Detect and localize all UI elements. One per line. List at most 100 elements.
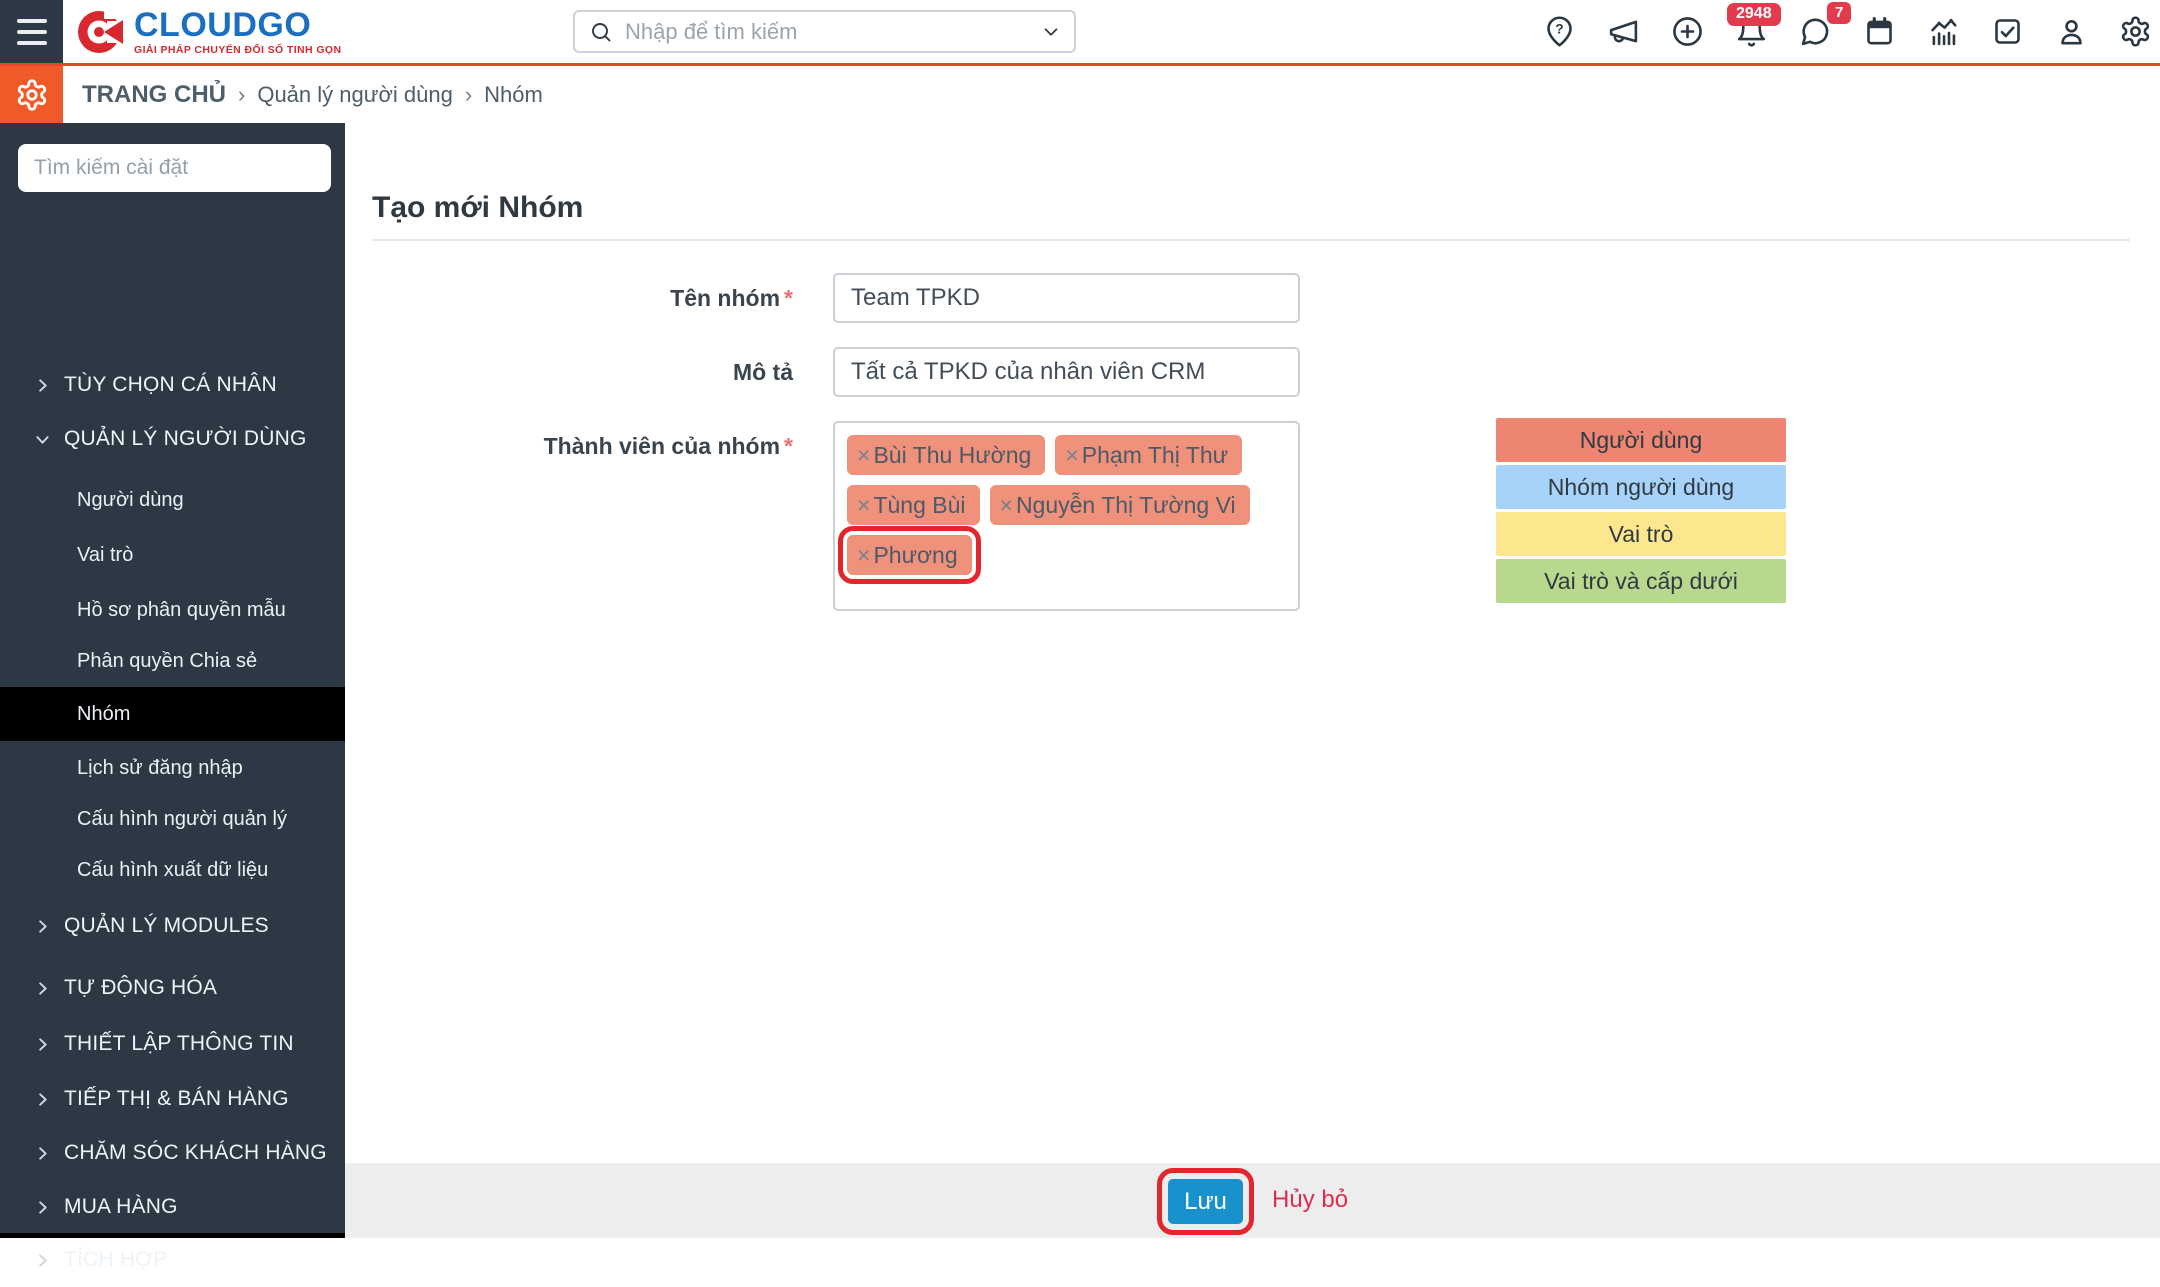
breadcrumb-bar: TRANG CHỦ › Quản lý người dùng › Nhóm (0, 66, 2160, 123)
description-label: Mô tả (732, 359, 793, 385)
breadcrumb-separator: › (238, 81, 246, 107)
required-asterisk: * (784, 433, 793, 459)
breadcrumb-current: Nhóm (484, 81, 543, 107)
member-tag[interactable]: × Bùi Thu Hường (847, 435, 1046, 475)
member-tag-label: Phạm Thị Thư (1081, 441, 1229, 468)
chevron-right-icon (39, 919, 47, 933)
sidebar-section-modules[interactable]: QUẢN LÝ MODULES (0, 899, 345, 953)
remove-tag-icon[interactable]: × (857, 491, 871, 518)
reports-chart-icon[interactable] (1927, 15, 1960, 48)
logo-tagline: GIẢI PHÁP CHUYỂN ĐỔI SỐ TINH GỌN (134, 44, 342, 56)
breadcrumb: TRANG CHỦ › Quản lý người dùng › Nhóm (82, 66, 543, 123)
search-icon (592, 22, 611, 41)
member-type-legend: Người dùng Nhóm người dùng Vai trò Vai t… (1496, 418, 1786, 606)
sidebar-section-label: THIẾT LẬP THÔNG TIN (64, 1032, 294, 1055)
global-search-input[interactable] (625, 18, 1040, 45)
member-tag[interactable]: × Nguyễn Thị Tường Vi (989, 485, 1250, 525)
profile-user-icon[interactable] (2055, 15, 2088, 48)
sidebar-section-label: QUẢN LÝ NGƯỜI DÙNG (64, 427, 307, 450)
messages-chat-icon[interactable] (1799, 15, 1832, 48)
add-circle-icon[interactable] (1671, 15, 1704, 48)
sidebar-item-roles[interactable]: Vai trò (77, 543, 134, 566)
svg-text:?: ? (1555, 22, 1563, 37)
chevron-right-icon (39, 1253, 47, 1267)
description-input[interactable] (833, 347, 1300, 397)
legend-roles-subordinates[interactable]: Vai trò và cấp dưới (1496, 559, 1786, 603)
sidebar-section-label: TÙY CHỌN CÁ NHÂN (64, 373, 277, 396)
calendar-icon[interactable] (1863, 15, 1896, 48)
sidebar-item-manager-config[interactable]: Cấu hình người quản lý (77, 807, 287, 830)
sidebar-item-export-config[interactable]: Cấu hình xuất dữ liệu (77, 858, 269, 881)
chevron-right-icon (39, 1200, 47, 1214)
group-members-multiselect[interactable]: × Bùi Thu Hường × Phạm Thị Thư × Tùng Bù… (833, 421, 1300, 611)
member-tag-label: Nguyễn Thị Tường Vi (1015, 491, 1236, 518)
member-tag[interactable]: × Tùng Bùi (847, 485, 980, 525)
sidebar-item-users[interactable]: Người dùng (77, 488, 184, 511)
megaphone-icon[interactable] (1607, 15, 1640, 48)
top-bar: CLOUDGO GIẢI PHÁP CHUYỂN ĐỔI SỐ TINH GỌN… (0, 0, 2160, 63)
member-tag-highlighted[interactable]: × Phương (838, 526, 981, 584)
legend-roles[interactable]: Vai trò (1496, 512, 1786, 556)
sidebar-section-label: TỰ ĐỘNG HÓA (64, 976, 218, 999)
sidebar-section-label: MUA HÀNG (64, 1195, 178, 1218)
sidebar-search-input[interactable] (18, 144, 331, 192)
required-asterisk: * (784, 285, 793, 311)
sidebar-section-label: TÍCH HỢP (64, 1248, 168, 1271)
sidebar-section-personal-options[interactable]: TÙY CHỌN CÁ NHÂN (0, 358, 345, 412)
breadcrumb-user-management[interactable]: Quản lý người dùng (257, 81, 453, 107)
settings-sidebar: TÙY CHỌN CÁ NHÂN QUẢN LÝ NGƯỜI DÙNG Ngườ… (0, 123, 345, 1271)
chevron-right-icon (39, 1037, 47, 1051)
sidebar-section-automation[interactable]: TỰ ĐỘNG HÓA (0, 961, 345, 1015)
cancel-link[interactable]: Hủy bỏ (1272, 1186, 1349, 1213)
group-name-label: Tên nhóm * (670, 285, 793, 311)
topbar-accent-line (0, 63, 2160, 66)
group-members-label: Thành viên của nhóm * (543, 433, 793, 459)
hamburger-menu-icon[interactable] (0, 0, 63, 63)
breadcrumb-separator: › (464, 81, 473, 107)
chevron-right-icon (39, 378, 47, 392)
sidebar-section-label: QUẢN LÝ MODULES (64, 914, 269, 937)
sidebar-section-customer-care[interactable]: CHĂM SÓC KHÁCH HÀNG (0, 1126, 345, 1180)
page-title: Tạo mới Nhóm (372, 191, 584, 224)
chevron-down-icon[interactable] (1040, 21, 1062, 43)
sidebar-item-sharing-rules[interactable]: Phân quyền Chia sẻ (77, 649, 258, 672)
logo-name: CLOUDGO (134, 6, 312, 44)
messages-badge: 7 (1827, 2, 1852, 24)
member-tag[interactable]: × Phạm Thị Thư (1055, 435, 1243, 475)
chevron-right-icon (39, 1092, 47, 1106)
sidebar-section-info-setup[interactable]: THIẾT LẬP THÔNG TIN (0, 1017, 345, 1071)
sidebar-bottom-strip (0, 1233, 345, 1238)
remove-tag-icon[interactable]: × (857, 541, 871, 568)
cloudgo-logo[interactable]: CLOUDGO GIẢI PHÁP CHUYỂN ĐỔI SỐ TINH GỌN (74, 6, 341, 58)
remove-tag-icon[interactable]: × (857, 441, 871, 468)
save-button[interactable]: Lưu (1157, 1168, 1254, 1235)
breadcrumb-home[interactable]: TRANG CHỦ (82, 80, 226, 108)
global-search-box[interactable] (573, 10, 1076, 53)
sidebar-item-groups-active[interactable]: Nhóm (0, 687, 345, 741)
settings-module-tile[interactable] (0, 66, 63, 123)
group-name-input[interactable] (833, 273, 1300, 323)
title-divider (372, 239, 2130, 241)
member-tag-label: Phương (873, 541, 958, 568)
sidebar-item-login-history[interactable]: Lịch sử đăng nhập (77, 756, 243, 779)
remove-tag-icon[interactable]: × (999, 491, 1013, 518)
sidebar-section-integration[interactable]: TÍCH HỢP (0, 1233, 345, 1287)
main-content: Tạo mới Nhóm Tên nhóm* Mô tả Thành viên … (345, 123, 2160, 1163)
footer-action-bar: Lưu Hủy bỏ (345, 1163, 2160, 1238)
sidebar-section-purchasing[interactable]: MUA HÀNG (0, 1180, 345, 1234)
remove-tag-icon[interactable]: × (1065, 441, 1079, 468)
sidebar-section-marketing-sales[interactable]: TIẾP THỊ & BÁN HÀNG (0, 1072, 345, 1126)
member-tag-label: Tùng Bùi (873, 491, 966, 518)
settings-gear-icon[interactable] (2119, 15, 2152, 48)
tasks-check-icon[interactable] (1991, 15, 2024, 48)
sidebar-item-profiles[interactable]: Hồ sơ phân quyền mẫu (77, 598, 286, 621)
chevron-down-icon (36, 435, 49, 444)
top-icon-row: ? (1543, 0, 2152, 63)
sidebar-section-label: TIẾP THỊ & BÁN HÀNG (64, 1087, 289, 1110)
sidebar-section-user-management[interactable]: QUẢN LÝ NGƯỜI DÙNG (0, 412, 345, 466)
sidebar-section-label: CHĂM SÓC KHÁCH HÀNG (64, 1141, 327, 1164)
help-pin-icon[interactable]: ? (1543, 15, 1576, 48)
legend-user-groups[interactable]: Nhóm người dùng (1496, 465, 1786, 509)
legend-users[interactable]: Người dùng (1496, 418, 1786, 462)
chevron-right-icon (39, 1146, 47, 1160)
